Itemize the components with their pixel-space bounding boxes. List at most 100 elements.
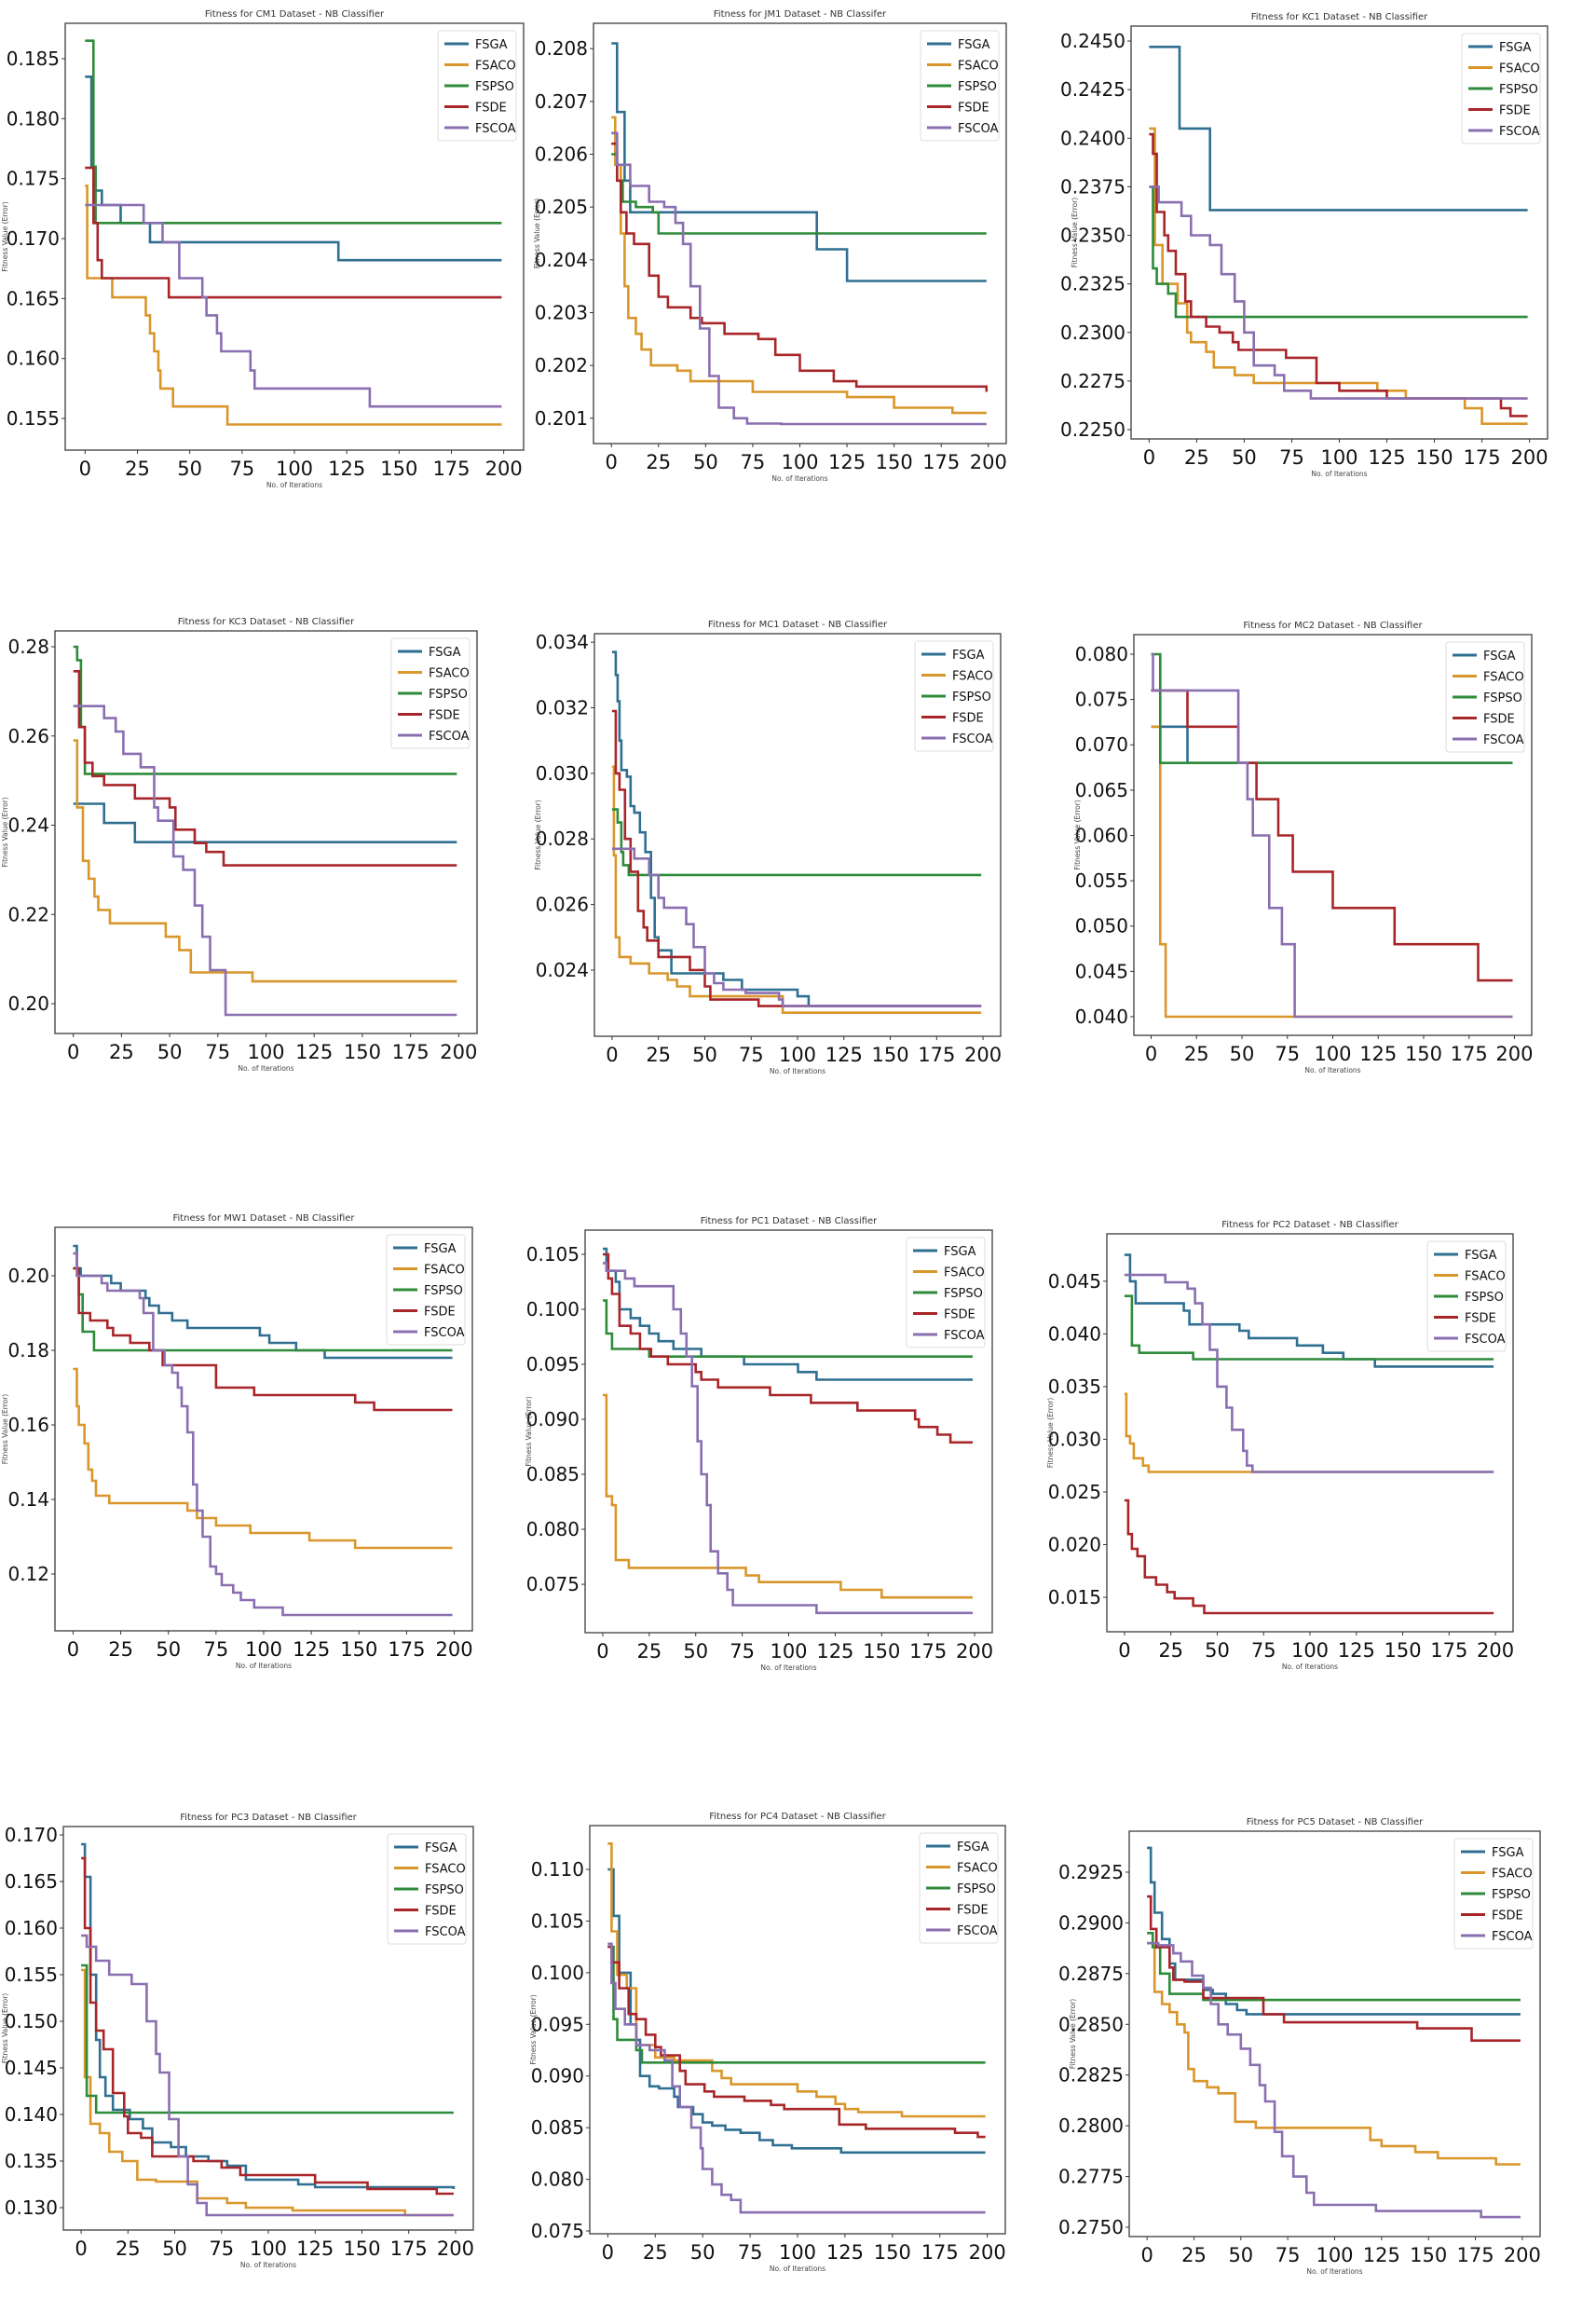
x-tick-label: 50 [1205, 1639, 1230, 1662]
y-tick-label: 0.16 [7, 1414, 49, 1436]
x-tick-label: 50 [156, 1638, 181, 1661]
x-tick-label: 100 [779, 2241, 816, 2264]
legend: FSGA FSACO FSPSO FSDE FSCOA [390, 637, 471, 749]
x-tick-label: 50 [1232, 446, 1257, 469]
legend-box [1461, 33, 1541, 144]
y-tick-label: 0.2450 [1060, 30, 1125, 52]
y-tick-label: 0.140 [5, 2103, 58, 2126]
series-line-fsga [611, 650, 982, 1007]
series-line-fsaco [611, 765, 982, 1014]
x-tick-label: 100 [250, 2237, 287, 2260]
legend-label: FSCOA [958, 122, 999, 136]
y-tick-label: 0.202 [535, 354, 588, 376]
legend-label: FSCOA [957, 1924, 998, 1938]
series-line-fsde [607, 1945, 986, 2139]
series-line-fspso [1151, 652, 1513, 764]
x-tick-label: 175 [390, 2237, 428, 2260]
x-tick-label: 175 [922, 451, 960, 473]
legend-label: FSPSO [952, 691, 991, 705]
x-axis-label: No. of Iterations [1282, 1663, 1338, 1671]
series-line-fsaco [73, 1367, 453, 1550]
legend: FSGA FSACO FSPSO FSDE FSCOA [1426, 1240, 1507, 1352]
chart-title: Fitness for KC3 Dataset - NB Classifier [178, 617, 355, 627]
y-tick-label: 0.2800 [1058, 2114, 1124, 2137]
y-tick-label: 0.110 [531, 1858, 584, 1881]
x-tick-label: 0 [75, 2237, 87, 2260]
y-tick-label: 0.035 [1048, 1375, 1101, 1398]
x-tick-label: 75 [203, 1638, 228, 1661]
x-tick-label: 50 [693, 451, 718, 473]
series-line-fscoa [1151, 652, 1513, 1019]
x-axis-label: No. of Iterations [1306, 2267, 1362, 2276]
x-tick-label: 200 [485, 458, 523, 480]
x-tick-label: 0 [606, 1044, 618, 1066]
y-tick-label: 0.205 [535, 196, 588, 218]
x-tick-label: 75 [205, 1041, 230, 1063]
series-line-fscoa [611, 131, 987, 426]
x-axis-label: No. of Iterations [238, 1064, 293, 1073]
series-line-fsde [603, 1252, 973, 1444]
y-tick-label: 0.28 [7, 636, 49, 658]
legend-label: FSCOA [1465, 1333, 1506, 1347]
y-tick-label: 0.045 [1075, 960, 1128, 982]
series-line-fscoa [73, 705, 457, 1017]
chart-title: Fitness for PC1 Dataset - NB Classifier [701, 1216, 878, 1226]
x-tick-label: 75 [741, 451, 766, 473]
legend-label: FSACO [1483, 671, 1524, 685]
legend-label: FSDE [1492, 1909, 1523, 1923]
x-tick-label: 125 [1363, 2244, 1400, 2266]
y-tick-label: 0.20 [7, 1265, 49, 1287]
chart-title: Fitness for KC1 Dataset - NB Classifier [1251, 12, 1428, 22]
y-tick-label: 0.175 [7, 168, 60, 190]
y-tick-label: 0.025 [1048, 1481, 1101, 1503]
legend-label: FSPSO [475, 80, 514, 94]
y-axis-label: Fitness Value (Error) [1, 797, 9, 868]
x-tick-label: 125 [1368, 446, 1405, 469]
x-tick-label: 175 [388, 1638, 425, 1661]
x-tick-label: 125 [293, 1638, 330, 1661]
x-tick-label: 100 [1291, 1639, 1329, 1662]
legend-label: FSGA [424, 1242, 457, 1256]
y-tick-label: 0.203 [535, 301, 588, 323]
chart-title: Fitness for JM1 Dataset - NB Classifer [714, 9, 887, 20]
legend-label: FSGA [1465, 1249, 1497, 1263]
y-tick-label: 0.055 [1075, 869, 1128, 892]
x-tick-label: 150 [340, 1638, 377, 1661]
legend-label: FSACO [952, 670, 993, 684]
y-tick-label: 0.12 [7, 1563, 49, 1585]
y-tick-label: 0.015 [1048, 1586, 1101, 1608]
y-tick-label: 0.130 [5, 2196, 58, 2219]
legend-label: FSDE [957, 1904, 989, 1918]
series-line-fsaco [607, 1842, 986, 2118]
chart-panel: Fitness for MC1 Dataset - NB Classifier 0… [534, 620, 1002, 1075]
y-tick-label: 0.2400 [1060, 127, 1125, 149]
legend-box [387, 1833, 467, 1945]
legend-label: FSGA [957, 1841, 989, 1854]
x-tick-label: 200 [437, 2237, 474, 2260]
legend-label: FSDE [425, 1905, 457, 1919]
x-tick-label: 150 [1405, 1043, 1442, 1065]
series-line-fspso [81, 1964, 454, 2114]
x-tick-label: 150 [1410, 2244, 1447, 2266]
legend: FSGA FSACO FSPSO FSDE FSCOA [914, 640, 994, 752]
x-tick-label: 100 [1320, 446, 1357, 469]
x-axis-label: No. of Iterations [770, 2265, 825, 2273]
legend-box [914, 640, 994, 752]
y-tick-label: 0.170 [7, 227, 60, 250]
series-line-fsde [611, 709, 982, 1007]
x-tick-label: 50 [692, 1044, 717, 1066]
series-line-fsaco [603, 1393, 973, 1599]
x-tick-label: 25 [646, 1044, 671, 1066]
x-tick-label: 50 [162, 2237, 187, 2260]
x-tick-label: 75 [209, 2237, 234, 2260]
series-line-fsde [73, 670, 457, 867]
y-tick-label: 0.160 [5, 1917, 58, 1939]
legend-label: FSCOA [475, 122, 516, 136]
legend-box [906, 1237, 986, 1348]
x-tick-label: 100 [1314, 1043, 1351, 1065]
y-tick-label: 0.170 [5, 1824, 58, 1846]
x-tick-label: 150 [1416, 446, 1453, 469]
x-axis-label: No. of Iterations [1311, 470, 1367, 478]
y-tick-label: 0.2250 [1060, 418, 1125, 441]
legend-label: FSACO [475, 60, 516, 74]
